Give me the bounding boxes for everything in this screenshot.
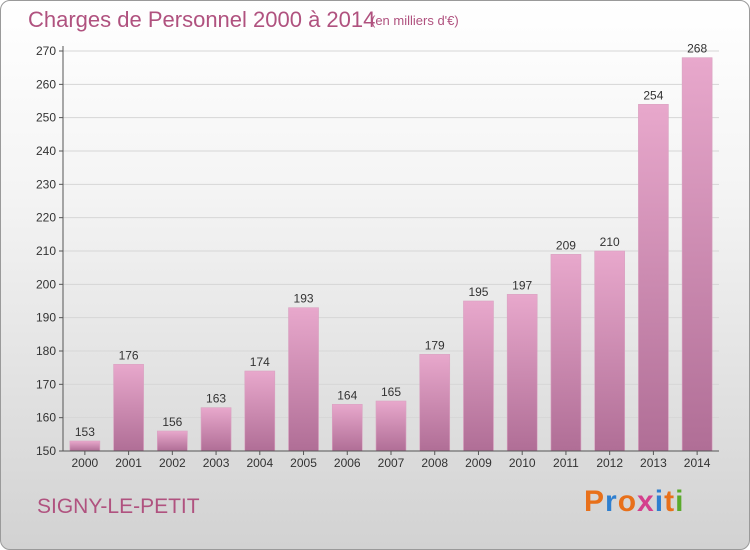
x-tick-label-2008: 2008 xyxy=(421,456,448,470)
y-tick-label: 230 xyxy=(36,177,56,191)
bar-2007 xyxy=(375,400,407,452)
commune-name: SIGNY-LE-PETIT xyxy=(37,495,200,518)
y-tick-label: 210 xyxy=(36,244,56,258)
data-label-2013: 254 xyxy=(643,88,663,102)
logo-letter: i xyxy=(675,485,685,518)
chart-subtitle: (en milliers d'€) xyxy=(371,13,459,28)
x-tick-label-2012: 2012 xyxy=(596,456,623,470)
bar-2006 xyxy=(331,404,363,452)
y-tick-label: 180 xyxy=(36,344,56,358)
data-label-2008: 179 xyxy=(425,338,445,352)
y-tick-label: 220 xyxy=(36,211,56,225)
data-label-2000: 153 xyxy=(75,425,95,439)
y-tick-label: 250 xyxy=(36,111,56,125)
logo-letter: o xyxy=(617,485,638,518)
logo-letter: x xyxy=(637,485,655,518)
data-label-2009: 195 xyxy=(468,285,488,299)
bar-2003 xyxy=(200,407,232,452)
y-tick-label: 150 xyxy=(36,444,56,458)
logo-letter: i xyxy=(654,485,665,518)
x-tick-label-2003: 2003 xyxy=(203,456,230,470)
bar-2012 xyxy=(594,250,625,452)
x-tick-label-2005: 2005 xyxy=(290,456,317,470)
bar-2011 xyxy=(550,254,582,452)
proxiti-logo: Proxiti xyxy=(584,485,684,519)
x-tick-label-2007: 2007 xyxy=(378,456,405,470)
y-tick-label: 240 xyxy=(36,144,56,158)
logo-letter: P xyxy=(584,485,606,518)
x-tick-label-2006: 2006 xyxy=(334,456,361,470)
bar-2005 xyxy=(288,307,319,452)
y-tick-label: 190 xyxy=(36,311,56,325)
y-tick-label: 270 xyxy=(36,44,56,58)
data-label-2011: 209 xyxy=(556,238,576,252)
bar-2001 xyxy=(113,364,144,452)
bar-2004 xyxy=(244,370,276,452)
x-tick-label-2011: 2011 xyxy=(553,456,579,470)
bar-2013 xyxy=(638,104,669,452)
bar-2000 xyxy=(69,440,101,452)
chart-title: Charges de Personnel 2000 à 2014 xyxy=(28,7,376,32)
x-tick-label-2013: 2013 xyxy=(640,456,667,470)
bar-2014 xyxy=(681,57,713,452)
y-tick-label: 160 xyxy=(36,411,56,425)
data-label-2012: 210 xyxy=(600,235,620,249)
logo-letter: t xyxy=(664,485,676,518)
x-tick-label-2010: 2010 xyxy=(509,456,536,470)
bar-2009 xyxy=(463,300,494,452)
x-tick-label-2014: 2014 xyxy=(684,456,711,470)
x-tick-label-2002: 2002 xyxy=(159,456,186,470)
x-tick-label-2009: 2009 xyxy=(465,456,492,470)
logo-letter: r xyxy=(605,485,618,518)
bar-2010 xyxy=(506,294,538,452)
data-label-2004: 174 xyxy=(250,355,270,369)
x-tick-label-2004: 2004 xyxy=(246,456,273,470)
y-tick-label: 200 xyxy=(36,277,56,291)
y-tick-label: 170 xyxy=(36,377,56,391)
bar-2008 xyxy=(419,354,451,452)
data-label-2005: 193 xyxy=(294,292,314,306)
x-tick-label-2000: 2000 xyxy=(72,456,99,470)
data-label-2003: 163 xyxy=(206,392,226,406)
data-label-2006: 164 xyxy=(337,388,357,402)
x-tick-label-2001: 2001 xyxy=(115,456,142,470)
data-label-2010: 197 xyxy=(512,278,532,292)
data-label-2002: 156 xyxy=(162,415,182,429)
data-label-2001: 176 xyxy=(119,348,139,362)
data-label-2007: 165 xyxy=(381,385,401,399)
data-label-2014: 268 xyxy=(687,42,707,56)
bar-2002 xyxy=(157,430,188,452)
y-tick-label: 260 xyxy=(36,77,56,91)
